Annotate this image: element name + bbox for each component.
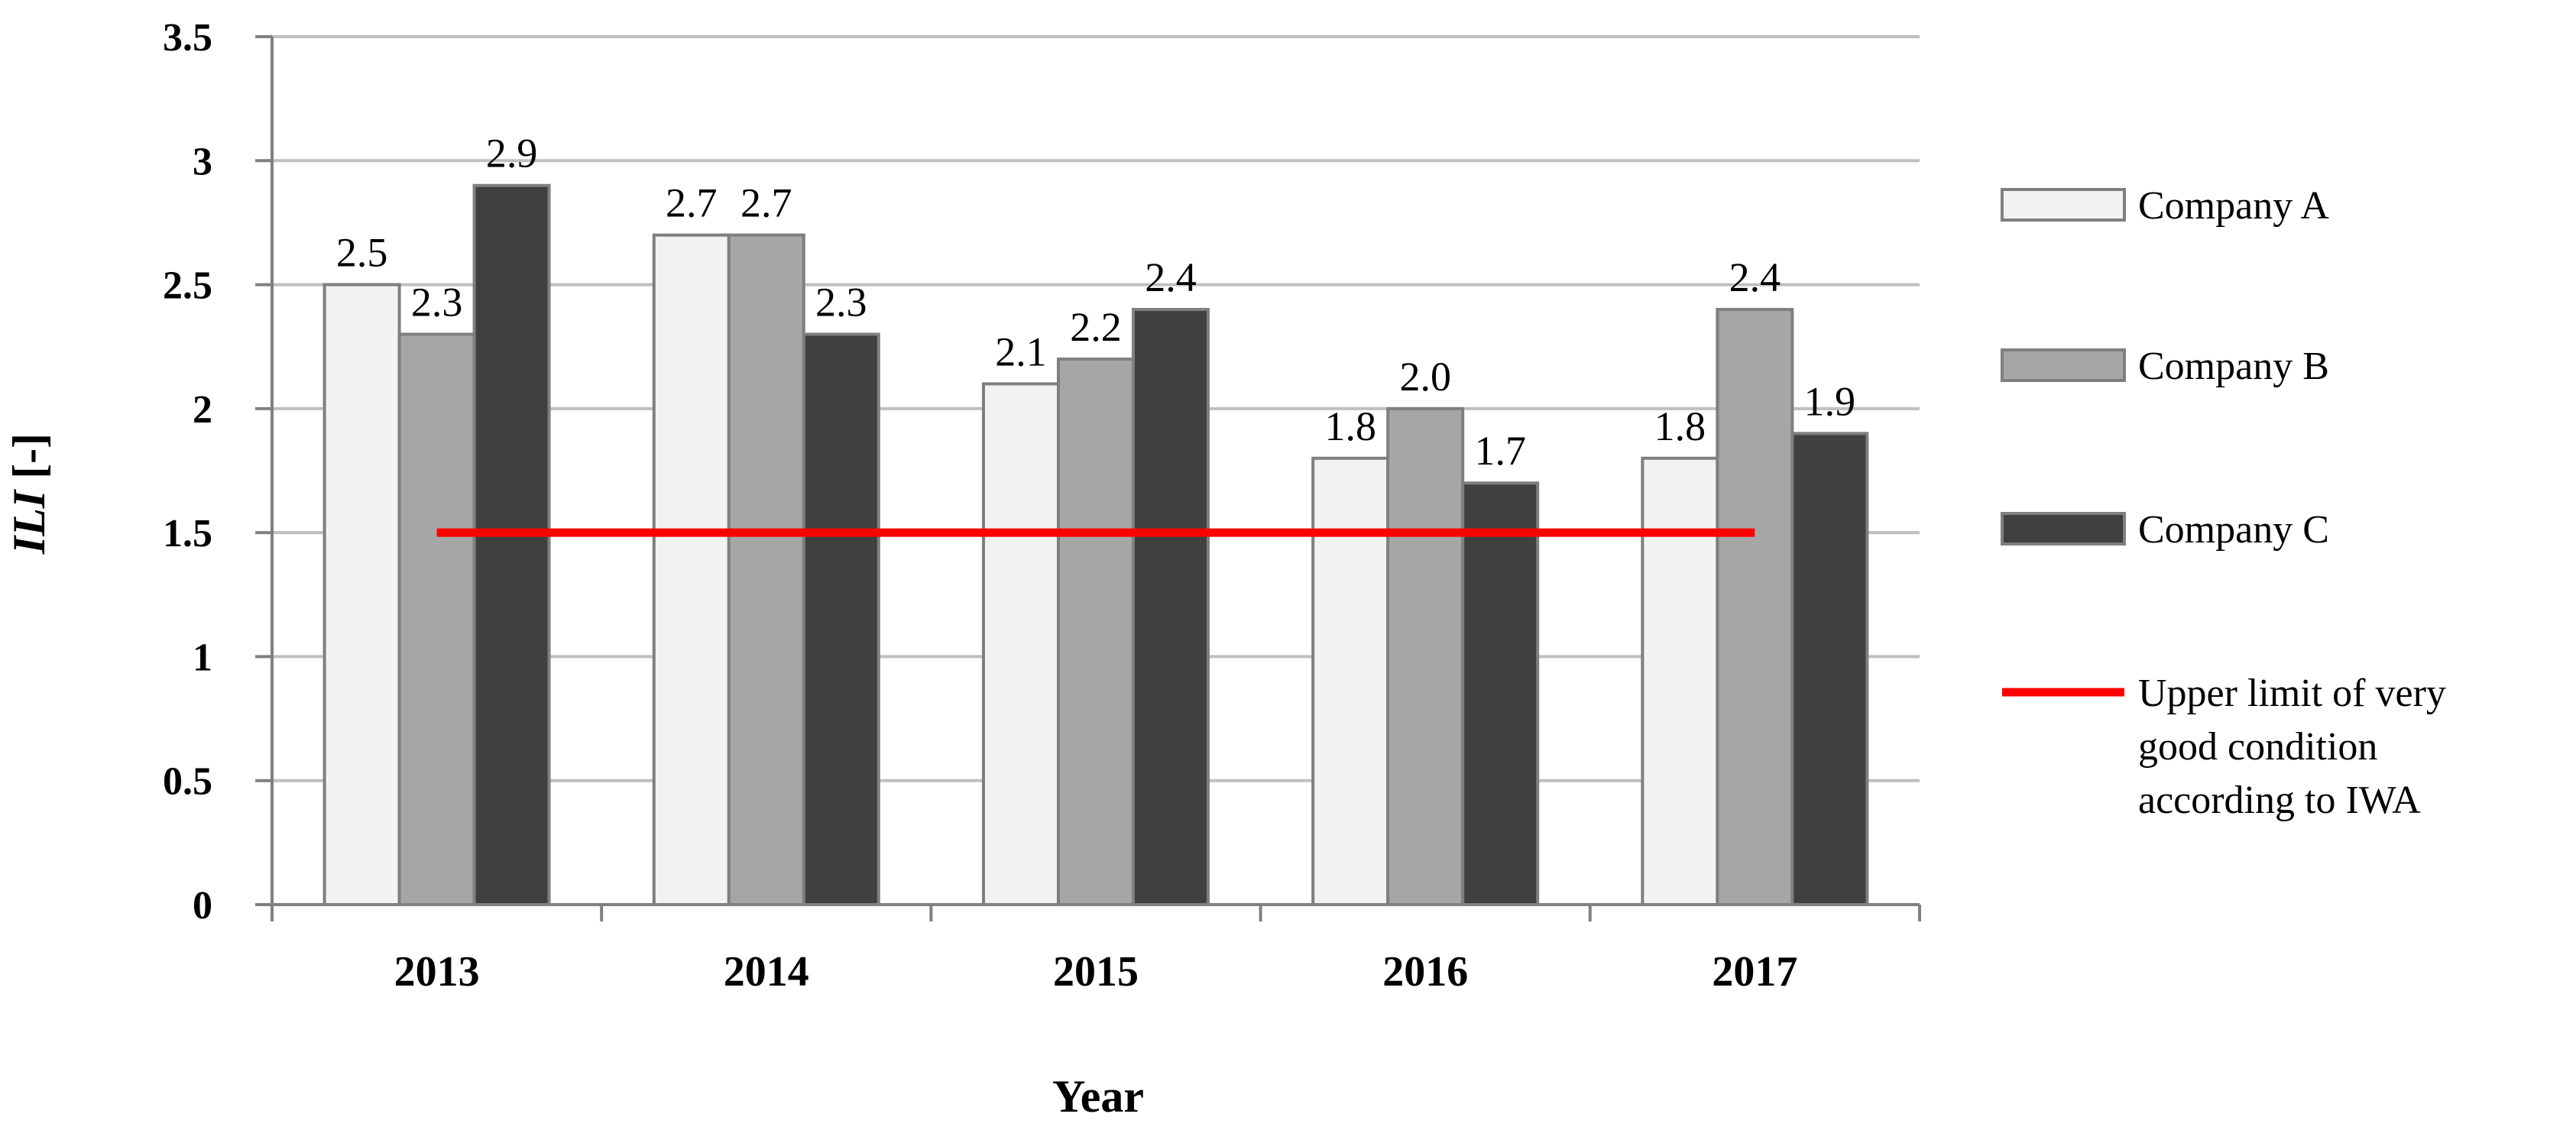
bar bbox=[652, 233, 731, 906]
legend: Company A Company B Company C Upper limit o… bbox=[2001, 184, 2446, 822]
x-tick-label: 2015 bbox=[1053, 948, 1139, 996]
x-tick-label: 2014 bbox=[724, 948, 809, 996]
bar bbox=[1311, 456, 1390, 906]
legend-swatch bbox=[2001, 188, 2126, 222]
y-axis-title-unit: [-] bbox=[4, 433, 54, 491]
bar bbox=[397, 332, 476, 906]
data-label: 2.3 bbox=[815, 279, 867, 325]
data-label: 1.8 bbox=[1654, 403, 1706, 449]
axes bbox=[255, 35, 1921, 921]
bar bbox=[982, 382, 1060, 906]
y-tick-label: 1 bbox=[193, 636, 212, 679]
legend-swatch bbox=[2001, 512, 2126, 546]
y-tick-label: 0 bbox=[193, 884, 212, 928]
y-axis-title-italic: ILI bbox=[4, 488, 54, 555]
y-tick-label: 2.5 bbox=[163, 264, 212, 308]
bar bbox=[1790, 432, 1869, 906]
legend-reference-label: good condition bbox=[2138, 725, 2377, 769]
bar bbox=[1641, 456, 1719, 906]
data-label: 2.9 bbox=[486, 131, 538, 176]
y-tick-labels: 0 0.5 1 1.5 2 2.5 3 3.5 bbox=[163, 16, 212, 928]
data-label: 2.3 bbox=[411, 279, 463, 325]
x-axis-title: Year bbox=[1052, 1071, 1144, 1122]
y-tick-label: 1.5 bbox=[163, 512, 212, 555]
bars bbox=[322, 183, 1869, 907]
x-tick-label: 2017 bbox=[1712, 948, 1797, 996]
data-label: 1.7 bbox=[1474, 428, 1526, 474]
legend-reference-label: according to IWA bbox=[2138, 779, 2421, 822]
bar bbox=[472, 183, 551, 906]
data-label: 1.8 bbox=[1324, 403, 1376, 449]
x-tick-label: 2013 bbox=[394, 948, 480, 996]
legend-reference-label: Upper limit of very bbox=[2138, 672, 2446, 715]
data-label: 2.4 bbox=[1145, 254, 1197, 300]
legend-label: Company B bbox=[2138, 345, 2329, 388]
data-label: 2.7 bbox=[666, 180, 718, 226]
bar bbox=[727, 233, 805, 906]
y-tick-label: 3.5 bbox=[163, 16, 212, 60]
y-tick-label: 0.5 bbox=[163, 760, 212, 804]
bar bbox=[1132, 308, 1210, 906]
bar bbox=[802, 332, 880, 906]
data-label: 2.5 bbox=[336, 230, 388, 276]
data-label: 2.7 bbox=[740, 180, 792, 226]
y-axis-title: ILI [-] bbox=[4, 433, 54, 555]
data-label: 2.0 bbox=[1399, 354, 1451, 400]
legend-label: Company A bbox=[2138, 184, 2329, 228]
legend-swatch bbox=[2001, 348, 2126, 382]
x-tick-labels: 2013 2014 2015 2016 2017 bbox=[394, 948, 1798, 996]
data-labels: 2.5 2.3 2.9 2.7 2.7 2.3 2.1 2.2 2.4 1.8 2.0 1.7 1.8 2… bbox=[336, 131, 1855, 474]
bar bbox=[1386, 406, 1465, 906]
y-tick-label: 3 bbox=[193, 140, 212, 183]
data-label: 2.1 bbox=[995, 329, 1047, 374]
bar bbox=[1057, 357, 1135, 906]
data-label: 2.2 bbox=[1070, 304, 1122, 350]
bar bbox=[322, 283, 401, 907]
data-label: 1.9 bbox=[1804, 378, 1856, 424]
y-tick-label: 2 bbox=[193, 388, 212, 432]
bar bbox=[1461, 481, 1540, 906]
bar bbox=[1716, 308, 1794, 906]
x-tick-label: 2016 bbox=[1382, 948, 1468, 996]
legend-label: Company C bbox=[2138, 508, 2329, 552]
data-label: 2.4 bbox=[1729, 254, 1781, 300]
